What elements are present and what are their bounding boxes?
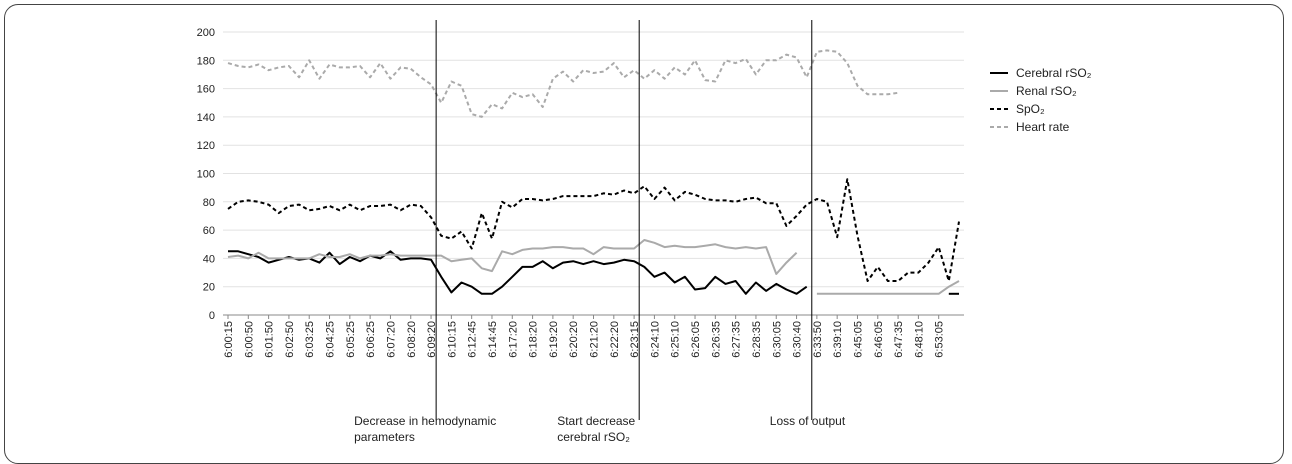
y-gridlines [223, 31, 964, 316]
series-lines [227, 49, 960, 295]
y-tick-label: 120 [197, 140, 215, 152]
x-tick-label: 6:23:15 [629, 321, 641, 358]
event-label: Loss of output [770, 414, 846, 428]
x-tick-label: 6:10:15 [446, 321, 458, 358]
y-tick-label: 40 [203, 253, 215, 265]
legend-label: Heart rate [1016, 120, 1070, 134]
event-label: parameters [354, 430, 415, 444]
legend: Cerebral rSO₂ Renal rSO₂ SpO₂ Heart rate [990, 66, 1092, 134]
event-markers [435, 20, 813, 420]
y-axis: 0 20 40 60 80 100 120 140 160 180 200 [197, 27, 215, 322]
y-tick-label: 100 [197, 169, 215, 181]
series-line-1 [227, 239, 798, 275]
x-tick-label: 6:45:05 [852, 321, 864, 358]
x-tick-label: 6:01:50 [264, 321, 276, 358]
x-tick-label: 6:39:10 [832, 321, 844, 358]
y-tick-label: 20 [203, 282, 215, 294]
x-tick-label: 6:47:35 [893, 321, 905, 358]
y-tick-label: 200 [197, 27, 215, 39]
x-tick-label: 6:21:20 [589, 321, 601, 358]
x-tick-label: 6:24:10 [649, 321, 661, 358]
y-tick-label: 60 [203, 225, 215, 237]
x-tick-label: 6:20:20 [568, 321, 580, 358]
event-label: Decrease in hemodynamic [354, 414, 496, 428]
x-tick-label: 6:03:25 [304, 321, 316, 358]
y-tick-label: 0 [209, 310, 215, 322]
x-tick-label: 6:00:15 [223, 321, 235, 358]
series-line-3 [227, 49, 899, 118]
series-line-1 [816, 280, 960, 295]
y-tick-label: 140 [197, 112, 215, 124]
event-label: cerebral rSO₂ [557, 430, 630, 444]
x-tick-label: 6:05:25 [345, 321, 357, 358]
x-tick-label: 6:00:50 [243, 321, 255, 358]
x-tick-label: 6:18:20 [528, 321, 540, 358]
series-line-2 [227, 178, 960, 282]
x-tick-label: 6:26:05 [690, 321, 702, 358]
y-tick-label: 80 [203, 197, 215, 209]
event-label: Start decrease [557, 414, 635, 428]
x-tick-label: 6:12:45 [467, 321, 479, 358]
legend-label: SpO₂ [1016, 102, 1045, 116]
x-axis: 6:00:15 6:00:50 6:01:50 6:02:50 6:03:25 6:04:… [223, 314, 964, 358]
x-tick-label: 6:28:35 [751, 321, 763, 358]
x-tick-label: 6:19:20 [548, 321, 560, 358]
x-tick-label: 6:46:05 [873, 321, 885, 358]
y-tick-label: 160 [197, 84, 215, 96]
event-annotations: Decrease in hemodynamic parameters Start d… [354, 414, 846, 444]
legend-label: Cerebral rSO₂ [1016, 66, 1092, 80]
y-tick-label: 180 [197, 55, 215, 67]
x-tick-label: 6:53:05 [934, 321, 946, 358]
x-tick-label: 6:02:50 [284, 321, 296, 358]
x-tick-label: 6:26:35 [710, 321, 722, 358]
x-tick-label: 6:07:20 [385, 321, 397, 358]
x-tick-label: 6:33:50 [812, 321, 824, 358]
x-tick-label: 6:30:05 [771, 321, 783, 358]
x-tick-label: 6:22:20 [609, 321, 621, 358]
x-tick-label: 6:06:25 [365, 321, 377, 358]
x-tick-label: 6:08:20 [406, 321, 418, 358]
x-tick-label: 6:48:10 [913, 321, 925, 358]
x-tick-label: 6:30:40 [792, 321, 804, 358]
x-tick-label: 6:25:10 [670, 321, 682, 358]
x-tick-label: 6:09:20 [426, 321, 438, 358]
x-tick-label: 6:14:45 [487, 321, 499, 358]
legend-label: Renal rSO₂ [1016, 84, 1077, 98]
x-tick-label: 6:27:35 [731, 321, 743, 358]
series-line-0 [228, 250, 808, 295]
x-tick-label: 6:04:25 [325, 321, 337, 358]
x-tick-label: 6:17:20 [507, 321, 519, 358]
